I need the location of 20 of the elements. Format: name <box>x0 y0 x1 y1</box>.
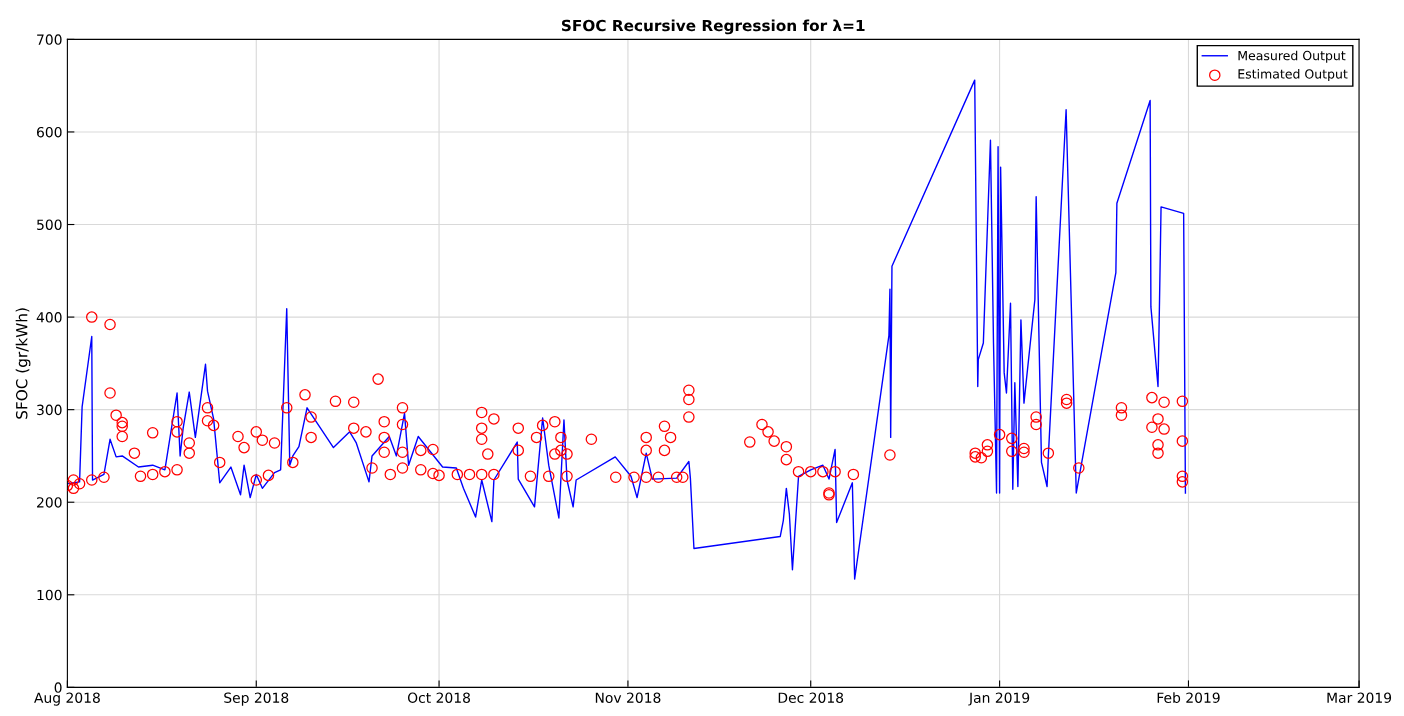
legend-label: Measured Output <box>1238 50 1346 63</box>
y-tick-label: 200 <box>37 497 62 508</box>
y-tick-label: 600 <box>36 126 62 138</box>
y-axis-title: SFOC (gr/kWh) <box>15 308 31 419</box>
x-tick-label: Sep 2018 <box>224 692 289 706</box>
chart-title: SFOC Recursive Regression for λ=1 <box>561 19 865 35</box>
legend-label: Estimated Output <box>1238 68 1348 82</box>
x-tick-label: Mar 2019 <box>1327 692 1392 703</box>
x-tick-label: Oct 2018 <box>407 692 470 703</box>
y-tick-label: 100 <box>37 589 62 601</box>
y-tick-label: 300 <box>37 404 62 416</box>
x-tick-label: Nov 2018 <box>595 692 661 703</box>
y-tick-label: 400 <box>36 312 62 323</box>
x-tick-label: Dec 2018 <box>778 692 844 703</box>
y-tick-label: 700 <box>37 34 62 45</box>
x-tick-label: Feb 2019 <box>1157 692 1220 703</box>
y-tick-label: 0 <box>54 682 62 693</box>
x-tick-label: Aug 2018 <box>34 692 100 706</box>
y-tick-label: 500 <box>37 219 62 230</box>
x-tick-label: Jan 2019 <box>968 692 1030 706</box>
